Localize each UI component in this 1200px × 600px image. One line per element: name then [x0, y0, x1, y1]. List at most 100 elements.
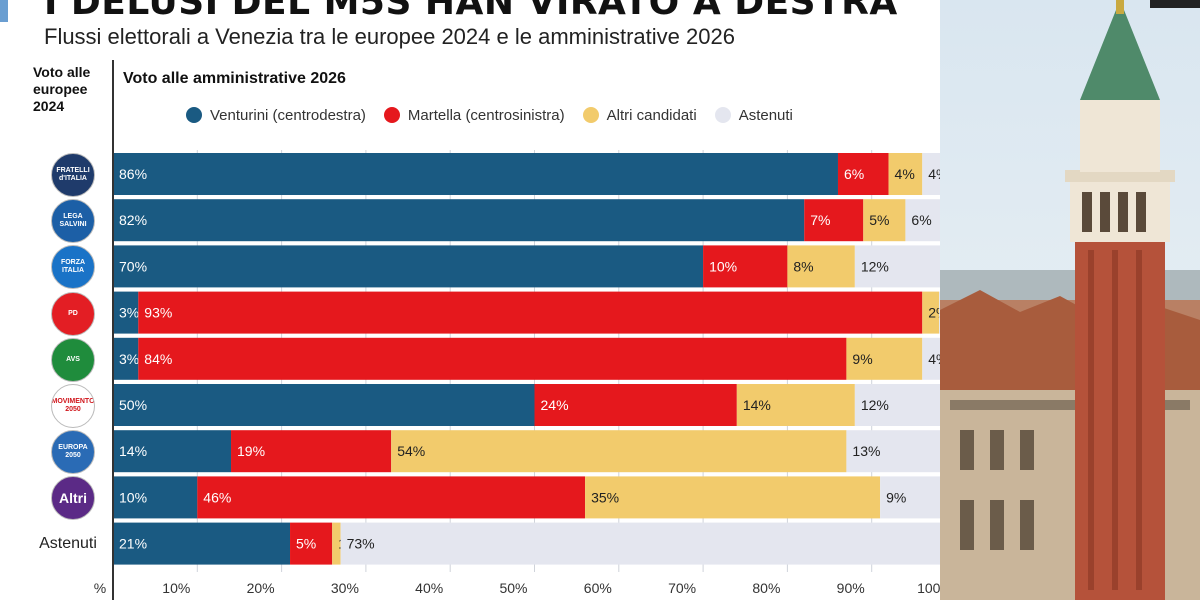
- data-label: 2%: [928, 305, 940, 321]
- bar-segment: [922, 291, 940, 334]
- chart-title: I DELUSI DEL M5S HAN VIRATO A DESTRA: [44, 0, 898, 23]
- bar-segment: [332, 522, 341, 565]
- stacked-bar-chart: % 10% 20% 30% 40% 50% 60% 70% 80% 90% 100% 86% 6% 4% 4…: [94, 150, 940, 596]
- bar-segment: [846, 430, 940, 473]
- data-label: 14%: [119, 443, 147, 459]
- x-tick-label: 20%: [247, 580, 275, 596]
- data-label: 24%: [541, 397, 569, 413]
- bar-segment: [113, 430, 232, 473]
- x-tick-label: 70%: [668, 580, 696, 596]
- x-tick-label: %: [94, 580, 106, 596]
- data-label: 86%: [119, 166, 147, 182]
- bar-segment: [231, 430, 392, 473]
- bar-segment: [113, 384, 535, 426]
- data-label: 4%: [928, 351, 940, 367]
- x-tick-label: 90%: [837, 580, 865, 596]
- data-label: 19%: [237, 443, 265, 459]
- data-label: 9%: [886, 489, 906, 505]
- chart-subtitle: Flussi elettorali a Venezia tra le europ…: [44, 24, 735, 49]
- bar-segment: [113, 245, 704, 288]
- bar-segment: [290, 522, 333, 565]
- legend-label-venturini: Venturini (centrodestra): [210, 106, 366, 124]
- data-label: 3%: [119, 351, 139, 367]
- legend-swatch-venturini: [186, 107, 202, 123]
- bar-segment: [113, 153, 838, 195]
- data-label: 4%: [928, 166, 940, 182]
- legend-item-venturini: Venturini (centrodestra): [186, 107, 366, 124]
- x-tick-label: 60%: [584, 580, 612, 596]
- bar-segment: [787, 245, 855, 288]
- data-label: 93%: [144, 305, 172, 321]
- data-label: 4%: [895, 166, 915, 182]
- m5s-logo: MOVIMENTO 2050: [51, 384, 95, 428]
- data-label: 50%: [119, 397, 147, 413]
- x-tick-label: 100%: [917, 580, 940, 596]
- bar-segment: [863, 199, 906, 242]
- bar-segment: [837, 153, 889, 195]
- astenuti-label: Astenuti: [39, 534, 97, 552]
- legend-label-altri: Altri candidati: [606, 106, 697, 124]
- x-tick-label: 50%: [499, 580, 527, 596]
- bar-segment: [138, 337, 847, 380]
- x-tick-label: 80%: [752, 580, 780, 596]
- data-label: 73%: [347, 536, 375, 552]
- legend-label-martella: Martella (centrosinistra): [407, 106, 565, 124]
- data-label: 6%: [844, 166, 864, 182]
- x-tick-label: 10%: [162, 580, 190, 596]
- data-label: 12%: [861, 258, 889, 274]
- data-label: 84%: [144, 351, 172, 367]
- bar-segment: [854, 384, 940, 426]
- bar-segment: [113, 291, 139, 334]
- bar-segment: [888, 153, 923, 195]
- legend-item-martella: Martella (centrosinistra): [383, 106, 565, 124]
- data-label: 21%: [119, 536, 147, 552]
- legend: Venturini (centrodestra) Martella (centr…: [186, 105, 811, 125]
- bar-segment: [905, 199, 940, 242]
- data-label: 9%: [852, 351, 872, 367]
- bar-segment: [922, 337, 940, 380]
- altri-logo: Altri: [51, 476, 95, 521]
- bar-segment: [854, 245, 940, 288]
- bar-segment: [113, 522, 291, 565]
- row-axis-header: Voto alle europee 2024: [33, 64, 91, 114]
- legend-swatch-astenuti: [714, 107, 731, 123]
- data-label: 12%: [861, 397, 889, 413]
- bar-segment: [113, 199, 805, 242]
- fratelli-ditalia-logo: FRATELLI d'ITALIA: [51, 153, 95, 197]
- data-label: 3%: [119, 305, 139, 321]
- bar-segment: [340, 522, 940, 565]
- stati-uniti-europa-logo: EUROPA 2050: [51, 430, 95, 475]
- column-axis-header: Voto alle amministrative 2026: [123, 70, 346, 87]
- data-label: 13%: [852, 443, 880, 459]
- x-tick-label: 30%: [331, 580, 359, 596]
- data-label: 8%: [793, 258, 813, 274]
- legend-swatch-martella: [383, 107, 400, 123]
- bar-segment: [846, 337, 923, 380]
- bar-segment: [736, 384, 855, 426]
- pd-logo: PD: [51, 291, 95, 336]
- data-label: 14%: [743, 397, 771, 413]
- data-label: 54%: [397, 443, 425, 459]
- bar-segment: [113, 337, 139, 380]
- corner-accent: [0, 0, 8, 22]
- venice-campanile-photo: [940, 0, 1200, 600]
- data-label: 5%: [869, 212, 889, 228]
- bar-segment: [534, 384, 737, 426]
- data-label: 10%: [709, 258, 737, 274]
- bar-segment: [113, 476, 198, 519]
- bar-segment: [197, 476, 586, 519]
- data-label: 7%: [810, 212, 830, 228]
- bar-segment: [391, 430, 847, 473]
- data-label: 46%: [203, 489, 231, 505]
- data-label: 10%: [119, 489, 147, 505]
- category-axis-line: [112, 60, 114, 600]
- lega-logo: LEGA SALVINI: [51, 199, 95, 244]
- bar-segment: [585, 476, 881, 519]
- bar-segment: [804, 199, 864, 242]
- bar-segment: [703, 245, 788, 288]
- data-label: 35%: [591, 489, 619, 505]
- data-label: 82%: [119, 212, 147, 228]
- legend-swatch-altri: [582, 107, 599, 123]
- x-tick-label: 40%: [415, 580, 443, 596]
- data-label: 70%: [119, 258, 147, 274]
